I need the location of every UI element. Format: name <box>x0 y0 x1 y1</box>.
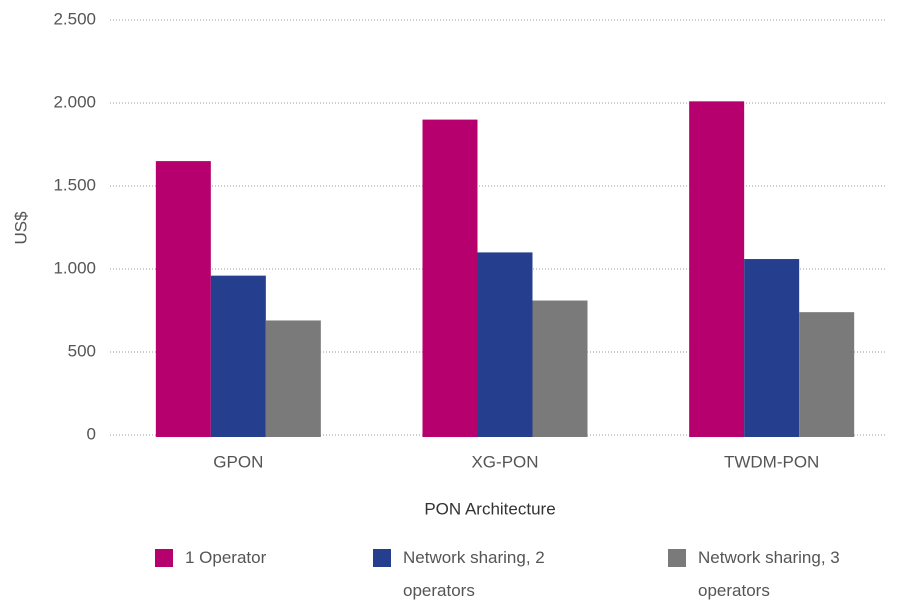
y-tick-label: 2.500 <box>53 9 96 28</box>
x-tick-label: GPON <box>213 452 263 471</box>
y-tick-label: 500 <box>68 341 96 360</box>
y-tick-label: 2.000 <box>53 92 96 111</box>
legend-item: Network sharing, 3 operators <box>668 546 868 603</box>
legend-label: 1 Operator <box>185 548 267 567</box>
y-tick-label: 1.000 <box>53 258 96 277</box>
legend-label: Network sharing, 2 operators <box>403 548 545 600</box>
bar <box>689 101 745 437</box>
bar <box>744 259 800 437</box>
legend-label: Network sharing, 3 operators <box>698 548 840 600</box>
bar <box>210 275 266 437</box>
bar <box>532 300 588 437</box>
legend-item: Network sharing, 2 operators <box>373 546 573 603</box>
legend-swatch <box>155 549 173 567</box>
bar <box>799 312 855 437</box>
bar <box>477 252 533 437</box>
legend-item: 1 Operator <box>155 546 355 574</box>
y-tick-label: 0 <box>87 424 96 443</box>
x-axis-title: PON Architecture <box>424 499 555 518</box>
bar <box>265 320 321 437</box>
x-tick-label: XG-PON <box>471 452 538 471</box>
x-tick-label: TWDM-PON <box>724 452 819 471</box>
legend-swatch <box>373 549 391 567</box>
y-axis-title: US$ <box>11 211 30 245</box>
y-tick-label: 1.500 <box>53 175 96 194</box>
bar <box>155 161 211 437</box>
bar <box>422 119 478 437</box>
legend-swatch <box>668 549 686 567</box>
